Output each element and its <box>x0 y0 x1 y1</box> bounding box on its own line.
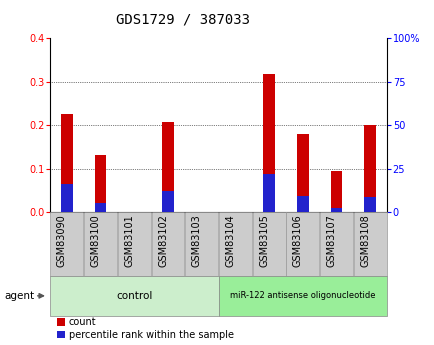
Bar <box>263 174 274 212</box>
Bar <box>364 125 375 212</box>
Text: control: control <box>116 291 152 301</box>
Bar <box>330 171 342 212</box>
Text: GSM83107: GSM83107 <box>326 215 336 267</box>
Legend: count, percentile rank within the sample: count, percentile rank within the sample <box>57 317 233 340</box>
Bar <box>263 74 274 212</box>
Text: GSM83103: GSM83103 <box>191 215 201 267</box>
Text: GSM83104: GSM83104 <box>225 215 235 267</box>
Text: GSM83108: GSM83108 <box>359 215 369 267</box>
Bar <box>61 114 72 212</box>
Bar <box>61 184 72 212</box>
Text: GSM83105: GSM83105 <box>259 215 269 267</box>
Bar <box>95 155 106 212</box>
Text: GSM83090: GSM83090 <box>57 215 67 267</box>
Text: GDS1729 / 387033: GDS1729 / 387033 <box>115 12 249 26</box>
Text: GSM83102: GSM83102 <box>158 215 168 267</box>
Text: GSM83101: GSM83101 <box>124 215 134 267</box>
Text: GSM83106: GSM83106 <box>292 215 302 267</box>
Text: GSM83100: GSM83100 <box>90 215 100 267</box>
Bar <box>296 134 308 212</box>
Bar <box>296 196 308 212</box>
Bar <box>162 121 174 212</box>
Bar <box>95 204 106 212</box>
Bar <box>330 208 342 212</box>
Text: agent: agent <box>4 291 34 301</box>
Text: miR-122 antisense oligonucleotide: miR-122 antisense oligonucleotide <box>230 291 375 300</box>
Bar <box>162 191 174 212</box>
Bar <box>364 197 375 212</box>
